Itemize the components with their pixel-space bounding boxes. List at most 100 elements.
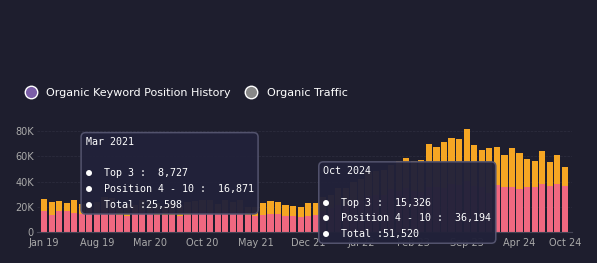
Bar xyxy=(531,161,538,187)
Bar xyxy=(71,213,78,232)
Bar xyxy=(199,211,205,232)
Bar xyxy=(79,204,85,214)
Bar xyxy=(41,199,47,211)
Bar xyxy=(479,150,485,187)
Bar xyxy=(509,187,515,232)
Bar xyxy=(554,184,561,232)
Bar xyxy=(71,200,78,213)
Bar xyxy=(214,213,221,232)
Bar xyxy=(101,198,107,211)
Bar xyxy=(245,207,251,215)
Bar xyxy=(282,216,289,232)
Bar xyxy=(290,206,296,216)
Bar xyxy=(192,201,198,211)
Bar xyxy=(418,192,424,232)
Bar xyxy=(192,211,198,232)
Bar xyxy=(305,203,311,216)
Bar xyxy=(109,199,115,210)
Bar xyxy=(547,186,553,232)
Bar xyxy=(471,186,478,232)
Bar xyxy=(101,211,107,232)
Bar xyxy=(441,188,447,232)
Bar xyxy=(328,208,334,232)
Bar xyxy=(56,201,62,211)
Bar xyxy=(290,216,296,232)
Bar xyxy=(448,184,455,232)
Bar xyxy=(426,187,432,232)
Bar xyxy=(267,201,273,214)
Bar xyxy=(154,215,161,232)
Bar xyxy=(94,202,100,213)
Bar xyxy=(313,215,319,232)
Bar xyxy=(524,188,530,232)
Bar xyxy=(343,205,349,232)
Bar xyxy=(313,203,319,215)
Bar xyxy=(464,129,470,181)
Bar xyxy=(253,207,259,216)
Bar xyxy=(358,200,364,232)
Text: Mar 2021

●  Top 3 :  8,727
●  Position 4 - 10 :  16,871
●  Total :25,598: Mar 2021 ● Top 3 : 8,727 ● Position 4 - … xyxy=(85,137,254,210)
Bar xyxy=(214,204,221,213)
Bar xyxy=(547,162,553,186)
Bar xyxy=(486,148,493,193)
Bar xyxy=(48,215,55,232)
Bar xyxy=(230,202,236,213)
Bar xyxy=(147,213,153,232)
Bar xyxy=(177,216,183,232)
Bar xyxy=(531,187,538,232)
Bar xyxy=(170,203,176,215)
Bar xyxy=(562,167,568,186)
Bar xyxy=(433,147,439,187)
Bar xyxy=(305,216,311,232)
Bar xyxy=(139,211,145,232)
Bar xyxy=(539,184,545,232)
Bar xyxy=(539,151,545,184)
Bar xyxy=(403,188,410,232)
Bar xyxy=(320,197,327,211)
Bar xyxy=(237,200,244,211)
Bar xyxy=(86,204,93,213)
Bar xyxy=(207,212,213,232)
Bar xyxy=(94,213,100,232)
Bar xyxy=(267,214,273,232)
Bar xyxy=(297,217,304,232)
Bar xyxy=(184,215,190,232)
Bar xyxy=(320,211,327,232)
Bar xyxy=(396,161,402,191)
Bar xyxy=(456,139,462,185)
Bar xyxy=(222,200,228,211)
Bar xyxy=(109,210,115,232)
Bar xyxy=(177,205,183,216)
Bar xyxy=(245,215,251,232)
Bar xyxy=(336,205,341,232)
Bar xyxy=(336,188,341,205)
Bar xyxy=(350,182,356,200)
Bar xyxy=(516,189,522,232)
Bar xyxy=(426,144,432,187)
Bar xyxy=(479,187,485,232)
Bar xyxy=(199,200,205,211)
Bar xyxy=(237,211,244,232)
Bar xyxy=(365,172,372,196)
Bar xyxy=(162,215,168,232)
Bar xyxy=(433,187,439,232)
Bar xyxy=(343,188,349,205)
Bar xyxy=(501,155,507,187)
Bar xyxy=(275,214,281,232)
Bar xyxy=(524,159,530,188)
Bar xyxy=(388,189,394,232)
Bar xyxy=(131,205,138,213)
Bar xyxy=(516,153,522,189)
Bar xyxy=(124,216,130,232)
Bar xyxy=(494,147,500,185)
Bar xyxy=(147,201,153,213)
Bar xyxy=(471,145,478,186)
Bar xyxy=(154,203,161,215)
Bar xyxy=(373,195,379,232)
Bar xyxy=(328,195,334,208)
Bar xyxy=(64,203,70,211)
Bar xyxy=(380,195,387,232)
Bar xyxy=(554,155,561,184)
Bar xyxy=(411,161,417,191)
Bar xyxy=(562,186,568,232)
